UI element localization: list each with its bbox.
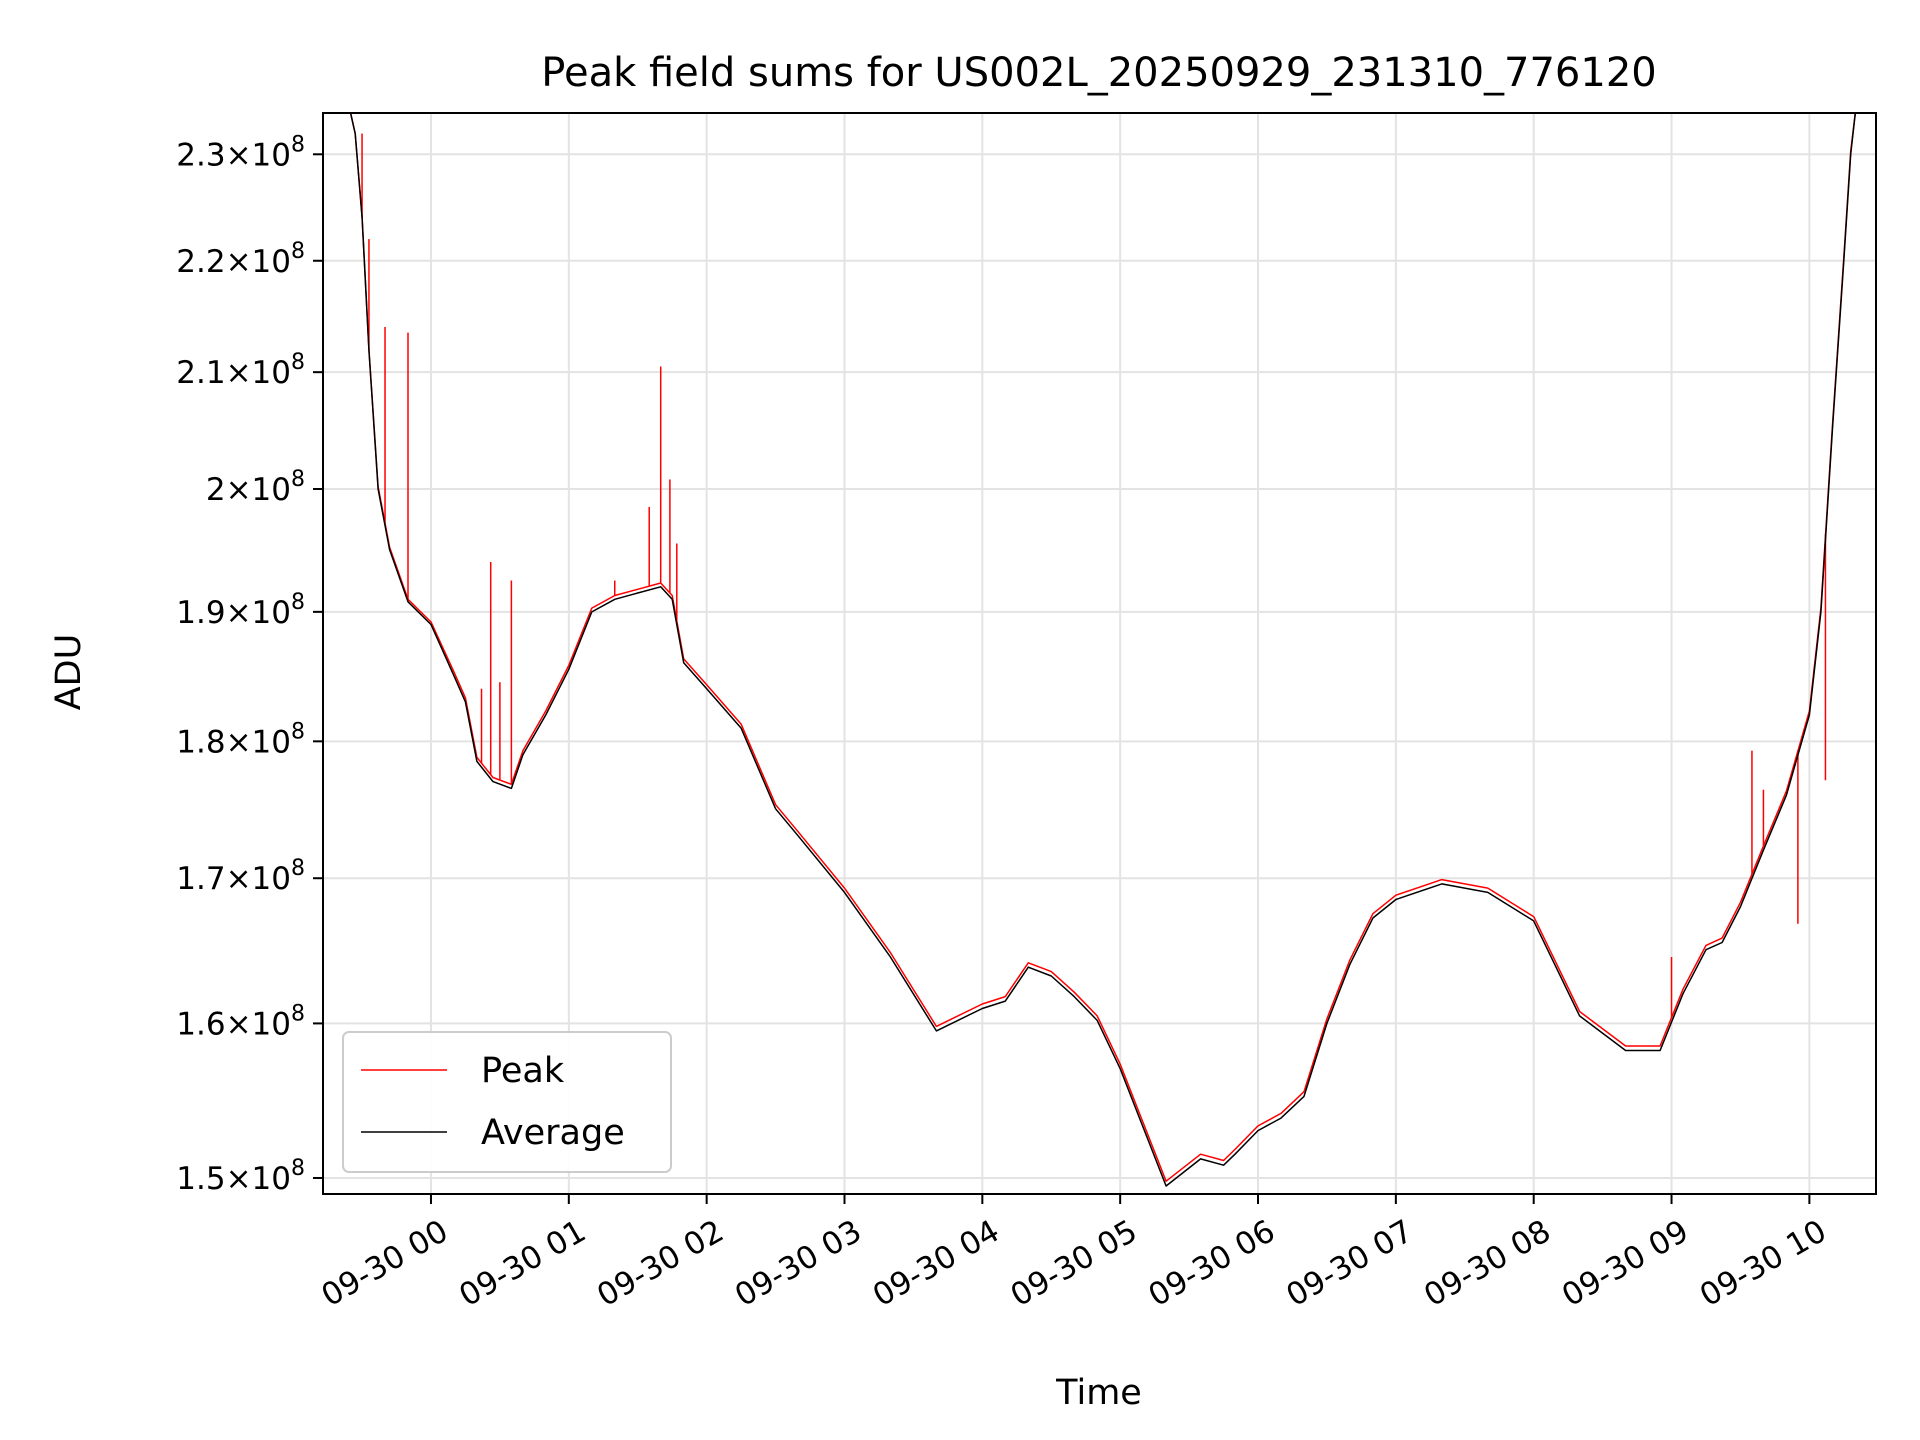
- legend-box: [342, 1031, 672, 1173]
- y-tick-label: 2.2×108: [176, 239, 305, 280]
- y-tick-mantissa: 1.7: [176, 861, 225, 897]
- y-tick-mantissa: 2.3: [176, 137, 225, 173]
- y-tick-mantissa: 1.8: [176, 724, 225, 760]
- y-tick-exponent: 8: [291, 590, 305, 615]
- legend-label-peak: Peak: [481, 1051, 565, 1091]
- y-tick-exponent: 8: [291, 856, 305, 881]
- y-tick-mantissa: 2: [206, 472, 226, 508]
- legend: Peak Average: [342, 1031, 672, 1173]
- chart-title: Peak field sums for US002L_20250929_2313…: [541, 50, 1656, 96]
- y-axis-label: ADU: [49, 634, 89, 711]
- y-tick-mantissa: 1.6: [176, 1006, 225, 1042]
- y-tick-exponent: 8: [291, 1001, 305, 1026]
- plot-frame: [322, 112, 1877, 1195]
- y-tick-exponent: 8: [291, 467, 305, 492]
- y-tick-exponent: 8: [291, 239, 305, 264]
- y-tick-label: 2.3×108: [176, 132, 305, 173]
- legend-label-average: Average: [481, 1113, 625, 1153]
- y-tick-label: 2×108: [206, 467, 305, 508]
- y-axis-ticks: 1.5×108 1.6×108 1.7×108 1.8×108 1.9×108 2×108…: [176, 132, 323, 1197]
- y-tick-label: 1.6×108: [176, 1001, 305, 1042]
- y-tick-label: 1.9×108: [176, 590, 305, 631]
- grid-lines: [323, 113, 1876, 1194]
- x-axis-label: Time: [1055, 1373, 1142, 1413]
- y-tick-label: 2.1×108: [176, 350, 305, 391]
- series-layer: [323, 113, 1876, 1187]
- y-tick-exponent: 8: [291, 132, 305, 157]
- series-line-average: [323, 113, 1876, 1187]
- y-tick-label: 1.7×108: [176, 856, 305, 897]
- y-tick-label: 1.8×108: [176, 719, 305, 760]
- y-tick-mantissa: 2.1: [176, 355, 225, 391]
- y-tick-mantissa: 1.5: [176, 1161, 225, 1197]
- y-tick-exponent: 8: [291, 719, 305, 744]
- y-tick-exponent: 8: [291, 1156, 305, 1181]
- y-tick-mantissa: 2.2: [176, 244, 225, 280]
- y-tick-mantissa: 1.9: [176, 595, 225, 631]
- y-tick-label: 1.5×108: [176, 1156, 305, 1197]
- y-tick-exponent: 8: [291, 350, 305, 375]
- series-line-peak: [323, 113, 1876, 1182]
